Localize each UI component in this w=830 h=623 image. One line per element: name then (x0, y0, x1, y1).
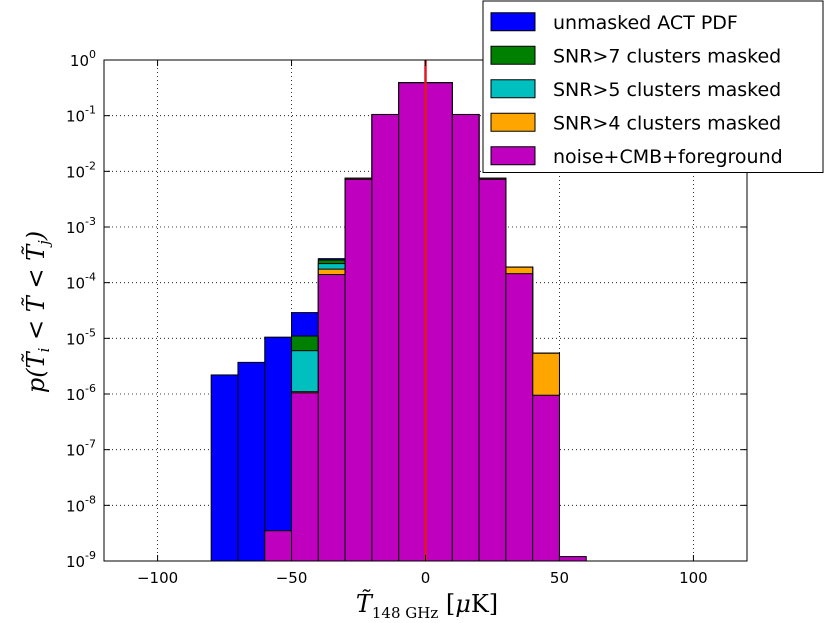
x-tick-label: −50 (276, 569, 308, 587)
y-tick-label: 10-2 (66, 159, 96, 181)
legend-label: SNR>4 clusters masked (553, 112, 781, 134)
x-tick-label: 0 (421, 569, 431, 587)
y-tick-label: 100 (70, 48, 96, 70)
x-axis-title: T̃148 GHz [μK] (356, 590, 498, 622)
legend-label: SNR>5 clusters masked (553, 79, 781, 101)
y-tick-label: 10-7 (66, 438, 96, 460)
y-tick-label: 10-4 (66, 271, 96, 293)
y-tick-label: 10-6 (66, 382, 96, 404)
bar (317, 274, 346, 562)
legend: unmasked ACT PDF SNR>7 clusters masked SNR… (482, 0, 824, 173)
legend-label: unmasked ACT PDF (553, 12, 738, 34)
x-tick-label: −100 (137, 569, 178, 587)
y-tick-label: 10-3 (66, 215, 96, 237)
legend-label: noise+CMB+foreground (553, 146, 783, 168)
bar (237, 361, 266, 562)
legend-swatch (490, 79, 536, 99)
bar (344, 178, 373, 562)
bar (425, 82, 453, 562)
y-tick-label: 10-8 (66, 493, 96, 515)
y-tick-label: 10-1 (66, 104, 96, 126)
bar (505, 273, 534, 562)
bar (264, 336, 293, 562)
legend-swatch (490, 112, 536, 132)
y-axis-title: p(T̃i < T̃ < T̃j) (22, 231, 53, 393)
series-4 (264, 82, 587, 562)
legend-swatch (490, 12, 536, 32)
legend-label: SNR>7 clusters masked (553, 45, 781, 67)
legend-swatch (490, 146, 536, 166)
bar (451, 113, 480, 562)
legend-box (482, 0, 824, 173)
bar (371, 113, 400, 562)
bar (264, 530, 293, 562)
bar (398, 82, 427, 562)
x-tick-label: 100 (679, 569, 708, 587)
y-tick-label: 10-9 (66, 549, 96, 571)
y-tick-label: 10-5 (66, 326, 96, 348)
x-tick-label: 50 (550, 569, 569, 587)
bar (210, 374, 239, 562)
legend-swatch (490, 45, 536, 65)
bar (532, 394, 560, 562)
bar (291, 392, 319, 562)
bar (478, 178, 507, 562)
histogram-bars (210, 82, 587, 562)
bar (558, 556, 587, 562)
